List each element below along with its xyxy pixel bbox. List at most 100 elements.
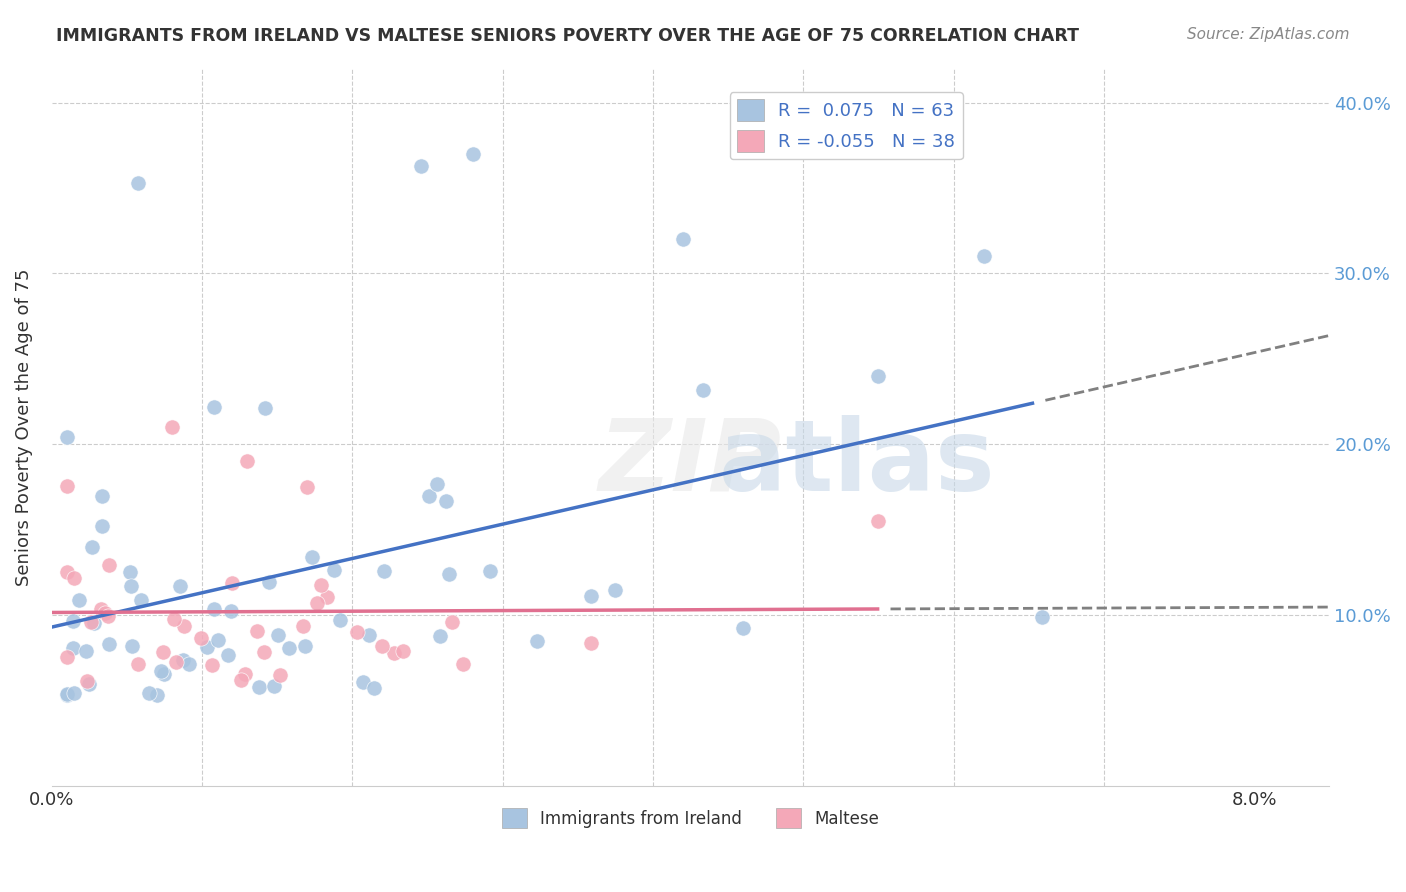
Point: [90, 489, 112, 503]
Point: [163, 612, 186, 626]
Point: [62, 614, 84, 628]
Point: [172, 653, 194, 667]
Point: [173, 619, 195, 633]
Point: [461, 147, 484, 161]
Point: [316, 590, 339, 604]
Point: [153, 667, 176, 681]
Point: [297, 480, 319, 494]
Point: [127, 176, 149, 190]
Point: [138, 686, 160, 700]
Point: [409, 159, 432, 173]
Point: [1031, 610, 1053, 624]
Point: [118, 565, 141, 579]
Point: [418, 489, 440, 503]
Point: [127, 657, 149, 672]
Point: [731, 621, 754, 635]
Text: ZIP: ZIP: [599, 415, 782, 511]
Point: [75, 644, 97, 658]
Point: [291, 619, 314, 633]
Point: [526, 634, 548, 648]
Y-axis label: Seniors Poverty Over the Age of 75: Seniors Poverty Over the Age of 75: [15, 268, 32, 586]
Point: [253, 645, 276, 659]
Point: [94, 606, 117, 620]
Point: [382, 646, 405, 660]
Point: [973, 249, 995, 263]
Text: Source: ZipAtlas.com: Source: ZipAtlas.com: [1187, 27, 1350, 42]
Point: [55, 687, 77, 701]
Point: [202, 602, 225, 616]
Point: [868, 514, 890, 528]
Point: [63, 686, 86, 700]
Point: [581, 589, 603, 603]
Point: [83, 615, 105, 630]
Point: [603, 582, 626, 597]
Point: [236, 454, 259, 468]
Point: [219, 604, 242, 618]
Point: [152, 645, 174, 659]
Point: [160, 420, 183, 434]
Point: [179, 657, 201, 671]
Point: [98, 558, 121, 572]
Point: [692, 383, 714, 397]
Point: [165, 655, 187, 669]
Text: IMMIGRANTS FROM IRELAND VS MALTESE SENIORS POVERTY OVER THE AGE OF 75 CORRELATIO: IMMIGRANTS FROM IRELAND VS MALTESE SENIO…: [56, 27, 1080, 45]
Point: [426, 477, 449, 491]
Point: [434, 494, 457, 508]
Point: [439, 567, 461, 582]
Point: [62, 641, 84, 656]
Point: [246, 624, 269, 638]
Point: [221, 576, 243, 591]
Point: [267, 628, 290, 642]
Point: [169, 579, 191, 593]
Point: [207, 633, 229, 648]
Point: [77, 677, 100, 691]
Point: [150, 664, 173, 678]
Point: [392, 644, 415, 658]
Point: [76, 674, 98, 689]
Point: [373, 565, 395, 579]
Point: [429, 629, 451, 643]
Point: [233, 667, 256, 681]
Point: [868, 368, 890, 383]
Point: [120, 578, 142, 592]
Point: [217, 648, 239, 662]
Point: [202, 401, 225, 415]
Point: [294, 639, 316, 653]
Point: [190, 631, 212, 645]
Point: [195, 640, 218, 655]
Point: [97, 609, 120, 624]
Point: [346, 625, 368, 640]
Point: [672, 232, 695, 246]
Point: [441, 615, 464, 630]
Point: [82, 540, 104, 554]
Point: [305, 596, 328, 610]
Point: [478, 564, 501, 578]
Point: [257, 574, 280, 589]
Point: [90, 519, 112, 533]
Point: [370, 640, 392, 654]
Point: [55, 650, 77, 665]
Legend: Immigrants from Ireland, Maltese: Immigrants from Ireland, Maltese: [495, 801, 886, 835]
Point: [79, 615, 101, 629]
Point: [357, 627, 380, 641]
Point: [247, 680, 270, 694]
Point: [451, 657, 474, 672]
Point: [231, 673, 253, 688]
Point: [129, 593, 152, 607]
Point: [55, 430, 77, 444]
Point: [55, 688, 77, 702]
Point: [98, 637, 121, 651]
Point: [55, 566, 77, 580]
Point: [277, 640, 299, 655]
Point: [352, 675, 374, 690]
Point: [63, 571, 86, 585]
Point: [67, 592, 90, 607]
Text: atlas: atlas: [718, 415, 995, 511]
Point: [121, 640, 143, 654]
Point: [323, 563, 346, 577]
Point: [329, 614, 352, 628]
Point: [254, 401, 277, 416]
Point: [363, 681, 385, 695]
Point: [201, 657, 224, 672]
Point: [581, 635, 603, 649]
